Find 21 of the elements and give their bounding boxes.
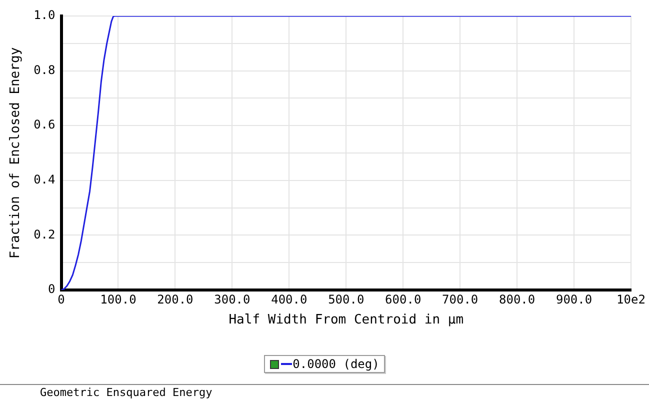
y-tick-label: 0.2 [34,227,56,242]
x-tick-label: 300.0 [214,292,250,306]
x-tick-label: 600.0 [385,292,422,306]
x-tick-label: 900.0 [556,292,592,306]
x-tick-label: 200.0 [157,292,194,306]
y-tick-label: 0.6 [34,118,56,132]
x-tick-label: 0 [58,292,65,306]
y-tick-label: 0.4 [34,172,56,187]
text: Geometric Ensquared Energy [40,386,212,399]
y-tick-label: 0.8 [34,62,56,77]
x-tick-label: 700.0 [442,292,478,306]
y-tick-label: 1.0 [34,8,56,22]
x-tick-label: 500.0 [328,292,364,306]
x-tick-label: 100.0 [100,292,136,306]
y-axis-title: Fraction of Enclosed Energy [8,47,24,259]
x-axis-title: Half Width From Centroid in µm [228,312,464,328]
legend-label: 0.0000 (deg) [292,357,380,371]
x-tick-label: 400.0 [271,292,308,306]
x-tick-label: 10e2 [616,292,646,306]
x-tick-label: 800.0 [498,292,536,306]
y-tick-label: 0 [48,282,56,296]
